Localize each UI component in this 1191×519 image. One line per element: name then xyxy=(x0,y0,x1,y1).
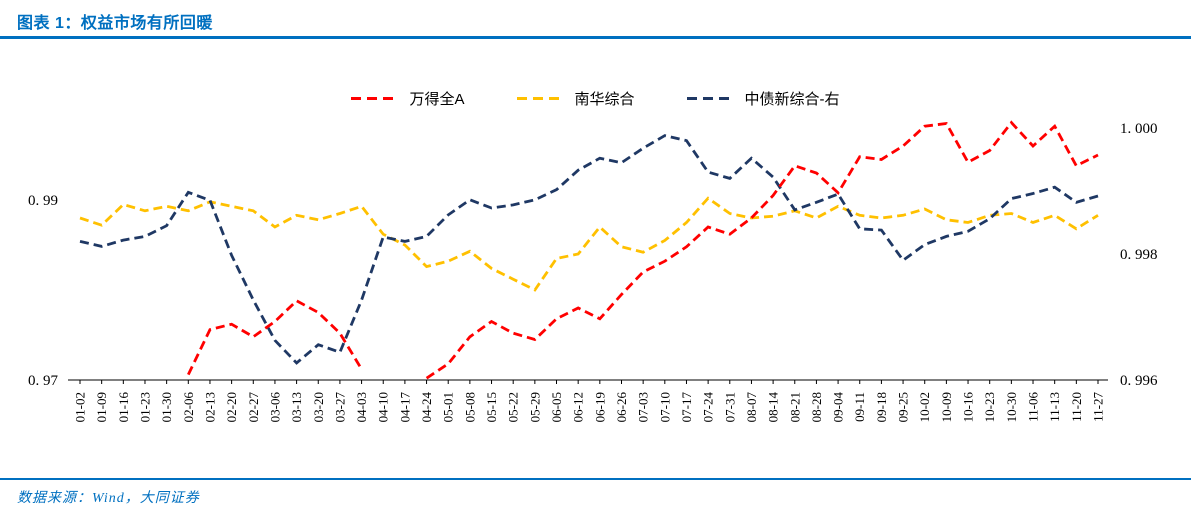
svg-text:11-06: 11-06 xyxy=(1026,392,1041,422)
legend-item-wande-all-a: 万得全A xyxy=(351,88,465,109)
svg-text:0. 996: 0. 996 xyxy=(1120,373,1158,389)
svg-text:05-22: 05-22 xyxy=(506,392,521,422)
data-source: 数据来源：Wind，大同证券 xyxy=(17,491,200,506)
legend-label-nanhua-composite: 南华综合 xyxy=(574,91,635,108)
legend-item-chinabond-new-composite: 中债新综合-右 xyxy=(686,88,840,109)
navy-dash-swatch xyxy=(686,97,735,100)
svg-text:10-23: 10-23 xyxy=(982,392,997,422)
svg-text:08-28: 08-28 xyxy=(809,392,824,422)
svg-text:07-17: 07-17 xyxy=(679,392,694,423)
svg-text:03-27: 03-27 xyxy=(332,392,347,423)
legend-item-nanhua-composite: 南华综合 xyxy=(516,88,635,109)
svg-text:07-03: 07-03 xyxy=(636,392,651,422)
svg-text:10-02: 10-02 xyxy=(917,392,932,422)
svg-text:07-24: 07-24 xyxy=(701,392,716,423)
svg-text:05-15: 05-15 xyxy=(484,392,499,422)
svg-text:09-04: 09-04 xyxy=(831,392,846,423)
svg-text:06-12: 06-12 xyxy=(571,392,586,422)
svg-text:04-24: 04-24 xyxy=(419,392,434,423)
svg-text:03-06: 03-06 xyxy=(267,392,282,423)
svg-text:01-02: 01-02 xyxy=(73,392,88,422)
svg-text:02-20: 02-20 xyxy=(224,392,239,422)
svg-text:03-20: 03-20 xyxy=(311,392,326,422)
svg-text:11-20: 11-20 xyxy=(1069,392,1084,422)
svg-text:0. 998: 0. 998 xyxy=(1120,247,1158,263)
svg-text:09-25: 09-25 xyxy=(896,392,911,422)
svg-text:05-08: 05-08 xyxy=(462,392,477,422)
legend-label-wande-all-a: 万得全A xyxy=(409,91,465,108)
svg-text:08-21: 08-21 xyxy=(787,392,802,422)
svg-text:06-19: 06-19 xyxy=(592,392,607,422)
svg-text:01-16: 01-16 xyxy=(116,392,131,423)
svg-text:02-13: 02-13 xyxy=(202,392,217,422)
svg-text:11-27: 11-27 xyxy=(1091,392,1106,422)
svg-text:10-09: 10-09 xyxy=(939,392,954,422)
svg-text:05-29: 05-29 xyxy=(527,392,542,422)
svg-text:01-09: 01-09 xyxy=(94,392,109,422)
svg-text:0. 99: 0. 99 xyxy=(28,193,58,209)
svg-text:04-10: 04-10 xyxy=(376,392,391,422)
footer-divider xyxy=(0,478,1191,480)
svg-text:09-11: 09-11 xyxy=(852,392,867,422)
svg-text:11-13: 11-13 xyxy=(1047,392,1062,422)
svg-text:02-06: 02-06 xyxy=(181,392,196,423)
svg-text:06-26: 06-26 xyxy=(614,392,629,423)
svg-text:0. 97: 0. 97 xyxy=(28,373,59,389)
svg-text:10-30: 10-30 xyxy=(1004,392,1019,422)
title-divider xyxy=(0,36,1191,39)
chart-legend: 万得全A 南华综合 中债新综合-右 xyxy=(0,88,1191,109)
svg-text:09-18: 09-18 xyxy=(874,392,889,422)
svg-text:01-30: 01-30 xyxy=(159,392,174,422)
svg-text:03-13: 03-13 xyxy=(289,392,304,422)
svg-text:07-10: 07-10 xyxy=(657,392,672,422)
svg-text:08-07: 08-07 xyxy=(744,392,759,423)
svg-text:06-05: 06-05 xyxy=(549,392,564,422)
svg-text:04-17: 04-17 xyxy=(397,392,412,423)
svg-text:05-01: 05-01 xyxy=(441,392,456,422)
svg-text:10-16: 10-16 xyxy=(961,392,976,423)
svg-text:1. 000: 1. 000 xyxy=(1120,121,1158,137)
figure-title: 图表 1：权益市场有所回暖 xyxy=(17,15,213,32)
gold-dash-swatch xyxy=(516,97,565,100)
svg-text:04-03: 04-03 xyxy=(354,392,369,422)
svg-text:08-14: 08-14 xyxy=(766,392,781,423)
legend-label-chinabond-new-composite: 中债新综合-右 xyxy=(744,91,840,108)
red-dash-swatch xyxy=(351,97,400,100)
svg-text:02-27: 02-27 xyxy=(246,392,261,423)
svg-text:01-23: 01-23 xyxy=(137,392,152,422)
svg-text:07-31: 07-31 xyxy=(722,392,737,422)
